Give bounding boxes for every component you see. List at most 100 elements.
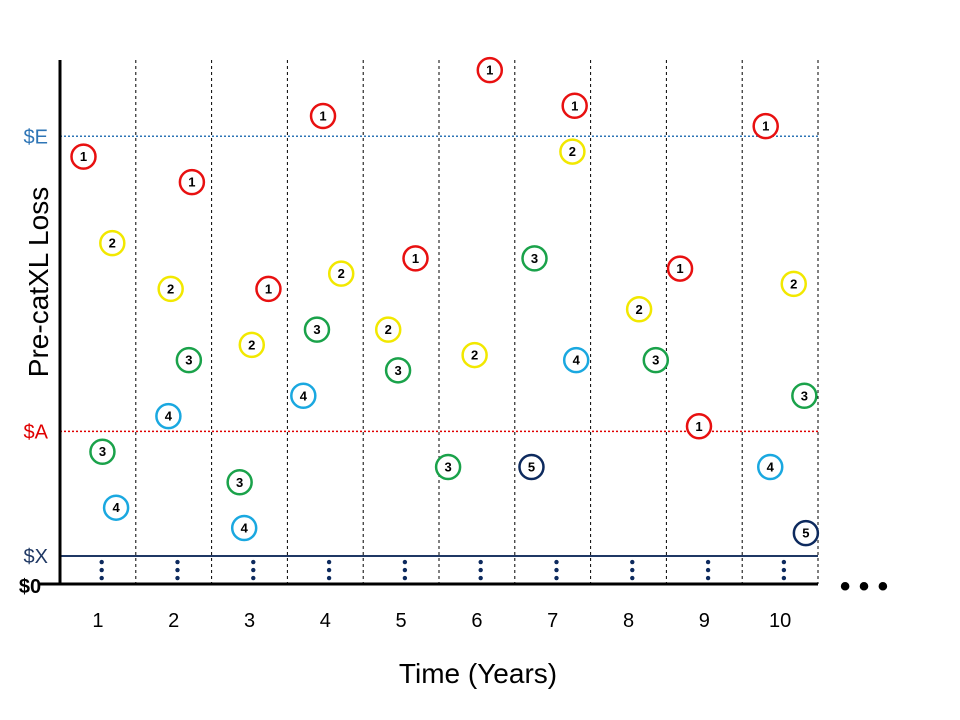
point-rank-label: 3 [652, 353, 659, 368]
point-rank-label: 5 [528, 459, 535, 474]
point-marker [461, 341, 488, 369]
point-marker [303, 316, 331, 343]
data-point: 1 [70, 143, 97, 170]
point-rank-label: 1 [571, 98, 578, 113]
point-rank-label: 4 [767, 459, 775, 474]
data-point: 2 [559, 138, 586, 165]
point-rank-label: 1 [412, 251, 419, 266]
point-rank-label: 1 [695, 419, 702, 434]
point-marker [89, 438, 116, 465]
ellipsis-dot [478, 559, 483, 565]
ellipsis-dot [630, 559, 635, 565]
data-point: 1 [685, 413, 713, 440]
point-rank-label: 4 [112, 500, 120, 515]
ellipsis-dot [554, 567, 559, 573]
x-tick-label: 3 [244, 610, 255, 632]
data-point: 1 [309, 102, 337, 130]
data-point: 4 [756, 453, 784, 481]
ellipsis-dot [554, 559, 559, 565]
point-marker [476, 56, 504, 84]
x-axis-title: Time (Years) [399, 658, 557, 689]
point-marker [625, 296, 653, 323]
point-rank-label: 2 [569, 144, 576, 159]
point-marker [70, 143, 97, 170]
data-point: 1 [178, 168, 206, 196]
below-x-dots [99, 559, 787, 581]
point-rank-label: 4 [300, 388, 308, 403]
point-marker [309, 102, 337, 130]
point-marker [175, 346, 203, 374]
level-label: $0 [19, 576, 41, 598]
data-point: 2 [461, 341, 488, 369]
point-rank-label: 2 [109, 236, 116, 251]
ellipsis-dot [705, 575, 711, 581]
y-axis-title: Pre-catXL Loss [23, 187, 54, 377]
point-rank-label: 3 [394, 363, 401, 378]
point-marker [559, 138, 586, 165]
x-tick-labels: 1 2 3 4 5 6 7 8 9 10 [92, 610, 791, 632]
data-point: 3 [175, 346, 203, 374]
data-point: 1 [476, 56, 504, 84]
data-point: 5 [518, 453, 545, 481]
x-tick-label: 6 [471, 610, 482, 632]
data-point: 2 [780, 270, 807, 298]
point-rank-label: 3 [313, 322, 320, 337]
point-marker [384, 357, 412, 384]
ellipsis-dot [554, 575, 559, 581]
data-point: 4 [290, 382, 317, 410]
point-marker [99, 229, 126, 257]
point-rank-label: 5 [802, 526, 809, 541]
point-rank-label: 2 [790, 276, 797, 291]
x-tick-label: 4 [320, 610, 331, 632]
ellipsis-dot [705, 559, 711, 565]
ellipsis-dot [402, 575, 408, 581]
x-tick-label: 2 [168, 610, 179, 632]
data-point: 4 [155, 402, 182, 430]
ellipsis-dot [99, 559, 104, 565]
point-rank-label: 1 [676, 261, 683, 276]
point-rank-label: 4 [241, 521, 249, 536]
ellipsis-dot [326, 567, 332, 573]
point-marker [157, 275, 184, 303]
ellipsis-dot [99, 575, 104, 581]
ellipsis-dot [705, 567, 711, 573]
point-marker [792, 519, 820, 547]
ellipsis-dot [781, 567, 787, 573]
point-marker [562, 346, 590, 374]
ellipsis-dot [99, 567, 104, 573]
point-rank-label: 3 [236, 475, 243, 490]
x-tick-label: 8 [623, 610, 634, 632]
point-rank-label: 2 [167, 281, 174, 296]
point-marker [666, 255, 694, 282]
point-rank-label: 3 [801, 388, 808, 403]
point-rank-label: 1 [80, 149, 87, 164]
data-point: 3 [521, 245, 548, 272]
ellipsis-dot [781, 575, 787, 581]
continuation-dots: • • • [840, 570, 888, 603]
point-marker [290, 382, 317, 410]
x-tick-label: 7 [547, 610, 558, 632]
ellipsis-dot [478, 575, 483, 581]
ellipsis-dot [402, 559, 408, 565]
point-marker [756, 453, 784, 481]
point-marker [791, 382, 818, 410]
data-point: 3 [89, 438, 116, 465]
data-point: 2 [327, 260, 355, 287]
data-point: 2 [157, 275, 184, 303]
axes [38, 60, 818, 586]
level-lines: $E $A $X $0 [19, 126, 818, 598]
point-rank-label: 2 [248, 337, 255, 352]
point-rank-label: 1 [762, 119, 769, 134]
point-marker [561, 92, 588, 120]
x-tick-label: 10 [769, 610, 791, 632]
x-tick-label: 5 [396, 610, 407, 632]
ellipsis-dot [630, 567, 635, 573]
point-rank-label: 4 [573, 353, 581, 368]
data-point: 2 [625, 296, 653, 323]
point-marker [752, 112, 779, 140]
point-rank-label: 1 [486, 63, 493, 78]
data-point: 3 [303, 316, 331, 343]
point-marker [518, 453, 545, 481]
ellipsis-dot [326, 559, 332, 565]
